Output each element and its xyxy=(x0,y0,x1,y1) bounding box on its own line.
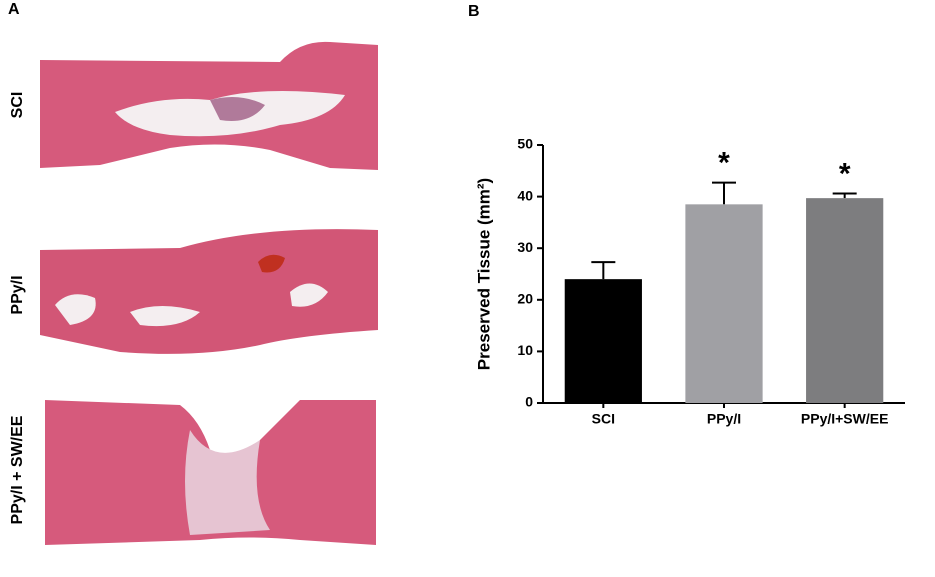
y-tick-label: 0 xyxy=(525,394,533,410)
y-tick-label: 20 xyxy=(517,291,533,307)
y-tick-label: 30 xyxy=(517,239,533,255)
x-tick-label: PPy/I xyxy=(707,411,741,427)
y-tick-label: 50 xyxy=(517,136,533,152)
y-tick-label: 40 xyxy=(517,187,533,203)
panel-label: A xyxy=(8,1,20,18)
significance-label: * xyxy=(839,157,851,190)
bar xyxy=(806,198,884,403)
x-tick-label: SCI xyxy=(592,411,615,427)
x-tick-label: PPy/I+SW/EE xyxy=(801,411,889,427)
significance-label: * xyxy=(718,147,730,180)
image-label: SCI xyxy=(9,92,26,119)
histology-sci xyxy=(40,41,378,171)
image-label: PPy/I xyxy=(9,275,26,314)
histology-ppy-sw-ee xyxy=(45,400,376,545)
bar xyxy=(564,279,642,403)
image-label: PPy/I + SW/EE xyxy=(9,415,26,524)
histology-ppy xyxy=(40,229,378,354)
panel-label: B xyxy=(468,3,480,20)
bar xyxy=(685,204,763,403)
y-tick-label: 10 xyxy=(517,342,533,358)
y-axis-label: Preserved Tissue (mm²) xyxy=(474,178,493,370)
